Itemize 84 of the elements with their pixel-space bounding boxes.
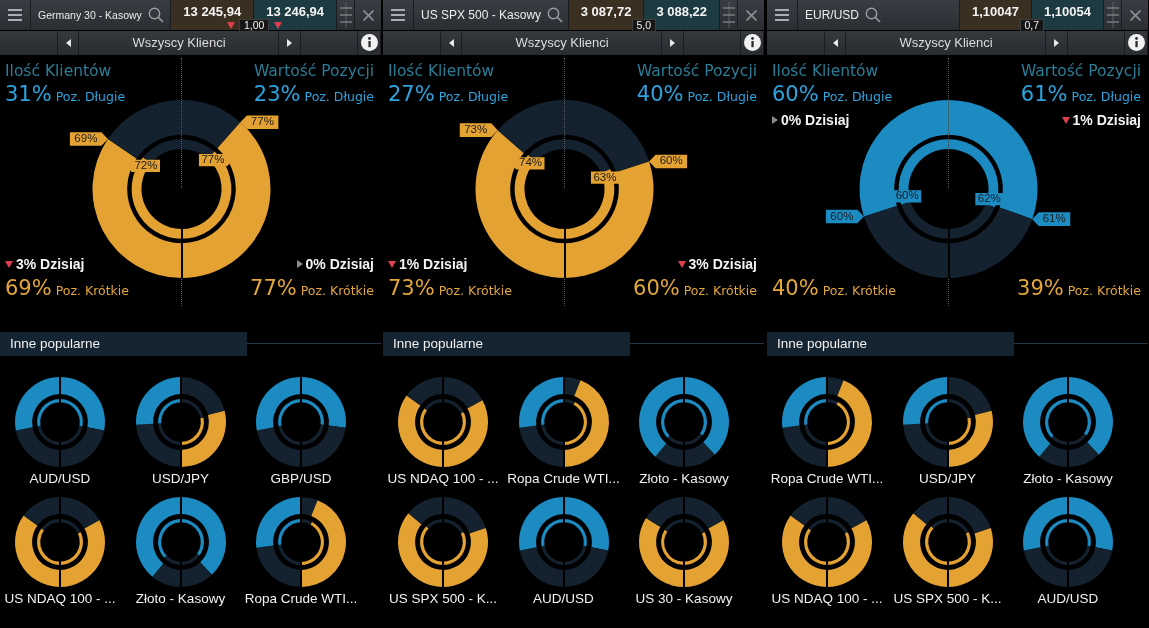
text: US NDAQ 100 - ... [771,591,883,607]
text: Ropa Crude WTI... [244,591,358,607]
text: US SPX 500 - Kasowy [421,8,542,22]
text: 3% Dzisiaj [688,256,757,272]
text: AUD/USD [29,471,91,487]
text: Wszyscy Klienci [846,31,1046,55]
text: US NDAQ 100 - ... [4,591,116,607]
text: GBP/USD [270,471,332,487]
text: US SPX 500 - K... [893,591,1002,607]
text: 3% Dzisiaj [16,256,85,272]
text: 3 087,72 [580,3,632,21]
text: Inne popularne [10,335,101,353]
text: 13 245,94 [183,3,242,21]
text: 69% [5,276,52,300]
text: Wszyscy Klienci [79,31,279,55]
data-label: 23% [253,82,301,106]
text: 1,10054 [1044,3,1091,21]
text: Wartość Pozycji [253,62,374,81]
text: 13 246,94 [266,3,324,21]
text: 60% [633,276,680,300]
slice-label: Poz. Krótkie [683,283,757,298]
data-label: 62% [977,192,1001,205]
text: Złoto - Kasowy [639,471,729,487]
slice-label: Poz. Krótkie [1067,283,1141,298]
data-label: 40% [636,82,684,106]
text: Ilość Klientów [772,62,879,81]
slice-label: Poz. Długie [687,89,757,104]
text: Ropa Crude WTI... [770,471,884,487]
text: 5,0 [631,19,657,32]
text: 1% Dzisiaj [1072,112,1141,128]
data-label: 40% [772,276,819,300]
data-label: 31% [5,82,52,106]
text: 3 088,22 [656,3,707,21]
text: Ilość Klientów [388,62,495,81]
data-label: 77% [201,153,225,166]
slice-label: Poz. Krótkie [55,283,129,298]
text: AUD/USD [533,591,594,607]
text: 61% [1020,82,1068,106]
data-label: 72% [134,158,158,171]
text: USD/JPY [918,471,977,487]
data-label: 63% [593,170,617,183]
text: 1% Dzisiaj [399,256,468,272]
text: US NDAQ 100 - ... [387,471,499,487]
text: Złoto - Kasowy [1023,471,1113,487]
text: Ilość Klientów [5,62,112,81]
data-label: 27% [388,82,435,106]
text: US SPX 500 - K... [388,591,498,607]
text: Ropa Crude WTI... [507,471,620,487]
text: Wartość Pozycji [636,62,757,81]
text: Złoto - Kasowy [135,591,226,607]
slice-label: Poz. Krótkie [822,283,896,298]
data-label: 69% [74,131,98,144]
text: Wartość Pozycji [1020,62,1141,81]
slice-label: Poz. Długie [304,89,374,104]
text: Inne popularne [393,335,484,353]
data-label: 61% [1042,212,1066,225]
data-label: 60% [659,154,683,167]
data-label: 60% [895,189,919,202]
text: Germany 30 - Kasowy [38,9,142,21]
data-label: 39% [1017,276,1064,300]
text: 1,00 [239,19,270,32]
slice-label: Poz. Krótkie [438,283,512,298]
text: 0% Dzisiaj [781,112,850,128]
text: Inne popularne [777,335,868,353]
data-label: 77% [250,115,274,128]
text: 1,10047 [972,3,1019,21]
text: 73% [388,276,435,300]
text: US 30 - Kasowy [635,591,733,607]
text: EUR/USD [805,8,860,22]
text: AUD/USD [1037,591,1099,607]
slice-label: Poz. Krótkie [300,283,374,298]
slice-label: Poz. Długie [822,89,893,104]
text: 0,7 [1019,19,1045,32]
data-label: 74% [518,156,543,169]
slice-label: Poz. Długie [55,89,126,104]
text: 60% [772,82,819,106]
text: 77% [250,276,297,300]
slice-label: Poz. Długie [438,89,509,104]
data-label: 60% [830,209,854,222]
slice-label: Poz. Długie [1071,89,1141,104]
text: 0% Dzisiaj [305,256,374,272]
text: USD/JPY [151,471,210,487]
text: Wszyscy Klienci [462,31,662,55]
data-label: 73% [464,123,488,136]
